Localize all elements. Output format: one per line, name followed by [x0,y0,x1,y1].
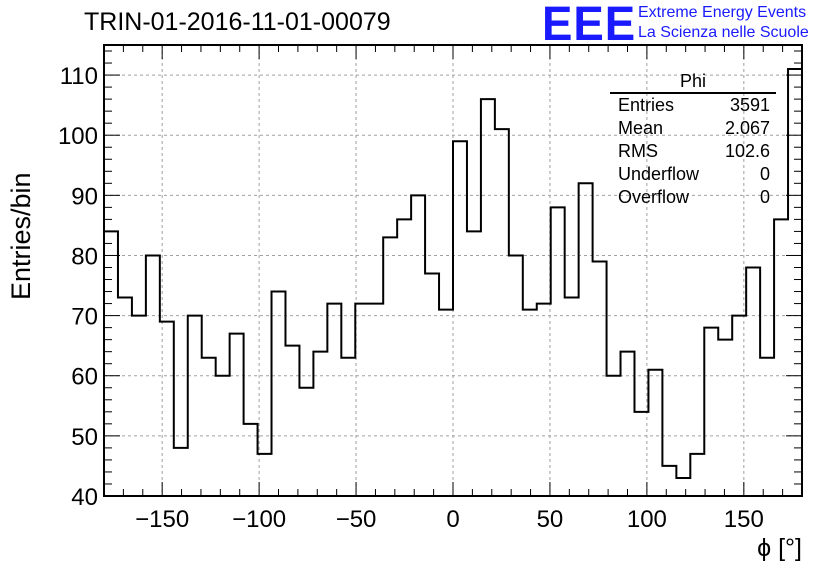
tick-labels: −150 −100 −50 0 50 100 150 40 50 60 70 80 90 100 110 [58,63,764,533]
stats-value: 0 [759,164,770,184]
y-tick-label: 110 [60,63,98,90]
stats-row-rms: RMS 102.6 [610,140,776,163]
plot-title: TRIN-01-2016-11-01-00079 [84,8,391,36]
axes [103,44,803,497]
stats-row-overflow: Overflow 0 [610,186,776,209]
x-tick-label: −150 [135,506,189,533]
stats-label: RMS [618,141,658,161]
y-tick-label: 70 [71,304,98,331]
stats-row-entries: Entries 3591 [610,94,776,117]
stats-label: Mean [618,118,664,138]
x-tick-label: 100 [627,506,667,533]
histogram-line [103,68,803,496]
x-axis-label: ϕ [°] [757,534,802,562]
stats-row-mean: Mean 2.067 [610,117,776,140]
y-tick-label: 40 [71,484,98,511]
y-tick-label: 80 [71,243,98,270]
y-tick-label: 100 [58,123,98,150]
x-tick-label: 150 [724,506,764,533]
stats-value: 0 [759,187,770,207]
stats-row-underflow: Underflow 0 [610,163,776,186]
x-tick-label: 50 [537,506,564,533]
stats-label: Entries [618,95,675,115]
org-name-line2: La Scienza nelle Scuole [638,24,809,41]
stats-label: Underflow [618,164,700,184]
y-tick-label: 50 [71,424,98,451]
stats-box-title: Phi [610,70,776,94]
stats-box: Phi Entries 3591 Mean 2.067 RMS 102.6 Un… [610,70,776,209]
x-tick-label: −50 [336,506,377,533]
stats-label: Overflow [618,187,690,207]
x-tick-label: −100 [232,506,286,533]
y-axis-label: Entries/bin [6,172,36,300]
y-tick-label: 90 [71,183,98,210]
org-name-line1: Extreme Energy Events [638,4,807,21]
stats-value: 2.067 [724,118,770,138]
y-tick-label: 60 [71,364,98,391]
x-tick-label: 0 [446,506,459,533]
stats-value: 3591 [729,95,770,115]
stats-value: 102.6 [724,141,770,161]
eee-logo: EEE [542,0,637,51]
